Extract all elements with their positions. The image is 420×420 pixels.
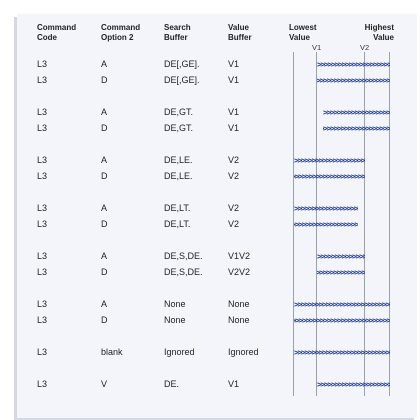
cell-value-buffer: V2 (228, 203, 240, 213)
cell-value-buffer: Ignored (228, 347, 259, 357)
cell-command-option: A (101, 107, 108, 117)
ascending-range-arrow: >>>>>>>>>>>>>>>>>>>>>>>>>>>>>>>>>>>>>>>> (294, 349, 390, 357)
cell-value-buffer: V2 (228, 219, 240, 229)
descending-range-arrow: <<<<<<<<<<<<<<<<<<<<<<<<<<<<<<<<<<<<<<<< (323, 125, 390, 133)
cell-value-buffer: V1 (228, 59, 240, 69)
cell-command-code: L3 (37, 59, 48, 69)
cell-command-option: A (101, 203, 108, 213)
cell-search-buffer: DE,LT. (164, 203, 191, 213)
cell-command-option: D (101, 171, 108, 181)
ascending-range-arrow: >>>>>>>>>>>>>>>>>>>>>>>>>>>>>>>>>>>>>>>> (294, 157, 365, 165)
cell-search-buffer: DE. (164, 379, 180, 389)
ascending-range-arrow: >>>>>>>>>>>>>>>>>>>>>>>>>>>>>>>>>>>>>>>> (294, 205, 358, 213)
descending-range-arrow: <<<<<<<<<<<<<<<<<<<<<<<<<<<<<<<<<<<<<<<< (294, 317, 390, 325)
marker-v2-label: V2 (360, 43, 370, 52)
cell-search-buffer: None (164, 315, 186, 325)
cell-search-buffer: DE,LT. (164, 219, 191, 229)
ascending-range-arrow: >>>>>>>>>>>>>>>>>>>>>>>>>>>>>>>>>>>>>>>> (317, 381, 390, 389)
ascending-range-arrow: >>>>>>>>>>>>>>>>>>>>>>>>>>>>>>>>>>>>>>>> (317, 61, 390, 69)
cell-command-code: L3 (37, 299, 48, 309)
highest-value-line (389, 52, 390, 396)
ascending-range-arrow: >>>>>>>>>>>>>>>>>>>>>>>>>>>>>>>>>>>>>>>> (317, 253, 365, 261)
cell-search-buffer: Ignored (164, 347, 195, 357)
cell-command-option: D (101, 267, 108, 277)
cell-search-buffer: DE,GT. (164, 107, 194, 117)
header-command-option-2: Command Option 2 (101, 23, 141, 42)
marker-v1-label: V1 (312, 43, 322, 52)
ascending-range-arrow: >>>>>>>>>>>>>>>>>>>>>>>>>>>>>>>>>>>>>>>> (323, 109, 390, 117)
descending-range-arrow: <<<<<<<<<<<<<<<<<<<<<<<<<<<<<<<<<<<<<<<< (317, 77, 390, 85)
cell-command-code: L3 (37, 267, 48, 277)
cell-command-option: D (101, 123, 108, 133)
cell-command-option: A (101, 59, 108, 69)
cell-command-code: L3 (37, 251, 48, 261)
cell-search-buffer: DE,S,DE. (164, 267, 203, 277)
cell-command-option: V (101, 379, 108, 389)
cell-command-code: L3 (37, 171, 48, 181)
cell-command-option: A (101, 155, 108, 165)
cell-value-buffer: V1V2 (228, 251, 251, 261)
cell-command-code: L3 (37, 379, 48, 389)
cell-value-buffer: V2 (228, 171, 240, 181)
cell-command-code: L3 (37, 123, 48, 133)
ascending-range-arrow: >>>>>>>>>>>>>>>>>>>>>>>>>>>>>>>>>>>>>>>> (294, 301, 390, 309)
cell-search-buffer: DE[,GE]. (164, 75, 200, 85)
header-value-buffer: Value Buffer (228, 23, 252, 42)
cell-command-option: D (101, 219, 108, 229)
cell-command-code: L3 (37, 75, 48, 85)
cell-command-code: L3 (37, 315, 48, 325)
cell-value-buffer: V2V2 (228, 267, 251, 277)
cell-search-buffer: DE,S,DE. (164, 251, 203, 261)
cell-search-buffer: DE,LE. (164, 171, 193, 181)
cell-value-buffer: V1 (228, 107, 240, 117)
cell-value-buffer: V2 (228, 155, 240, 165)
cell-command-code: L3 (37, 155, 48, 165)
header-search-buffer: Search Buffer (164, 23, 191, 42)
v1-line (316, 52, 317, 396)
cell-value-buffer: V1 (228, 75, 240, 85)
cell-search-buffer: DE[,GE]. (164, 59, 200, 69)
cell-command-code: L3 (37, 107, 48, 117)
descending-range-arrow: <<<<<<<<<<<<<<<<<<<<<<<<<<<<<<<<<<<<<<<< (294, 221, 358, 229)
cell-command-option: blank (101, 347, 123, 357)
descending-range-arrow: <<<<<<<<<<<<<<<<<<<<<<<<<<<<<<<<<<<<<<<< (294, 173, 365, 181)
header-lowest-value: Lowest Value (289, 23, 317, 42)
cell-command-code: L3 (37, 347, 48, 357)
cell-command-option: D (101, 315, 108, 325)
descending-range-arrow: <<<<<<<<<<<<<<<<<<<<<<<<<<<<<<<<<<<<<<<< (317, 269, 365, 277)
cell-value-buffer: None (228, 315, 250, 325)
header-highest-value: Highest Value (364, 23, 394, 42)
cell-search-buffer: DE,LE. (164, 155, 193, 165)
cell-command-code: L3 (37, 203, 48, 213)
cell-value-buffer: V1 (228, 123, 240, 133)
lowest-value-line (293, 52, 294, 396)
diagram-panel (17, 14, 417, 418)
cell-command-option: D (101, 75, 108, 85)
header-command-code: Command Code (37, 23, 77, 42)
cell-command-option: A (101, 251, 108, 261)
cell-search-buffer: DE,GT. (164, 123, 194, 133)
cell-command-code: L3 (37, 219, 48, 229)
v2-line (364, 52, 365, 396)
cell-value-buffer: V1 (228, 379, 240, 389)
cell-value-buffer: None (228, 299, 250, 309)
cell-command-option: A (101, 299, 108, 309)
cell-search-buffer: None (164, 299, 186, 309)
